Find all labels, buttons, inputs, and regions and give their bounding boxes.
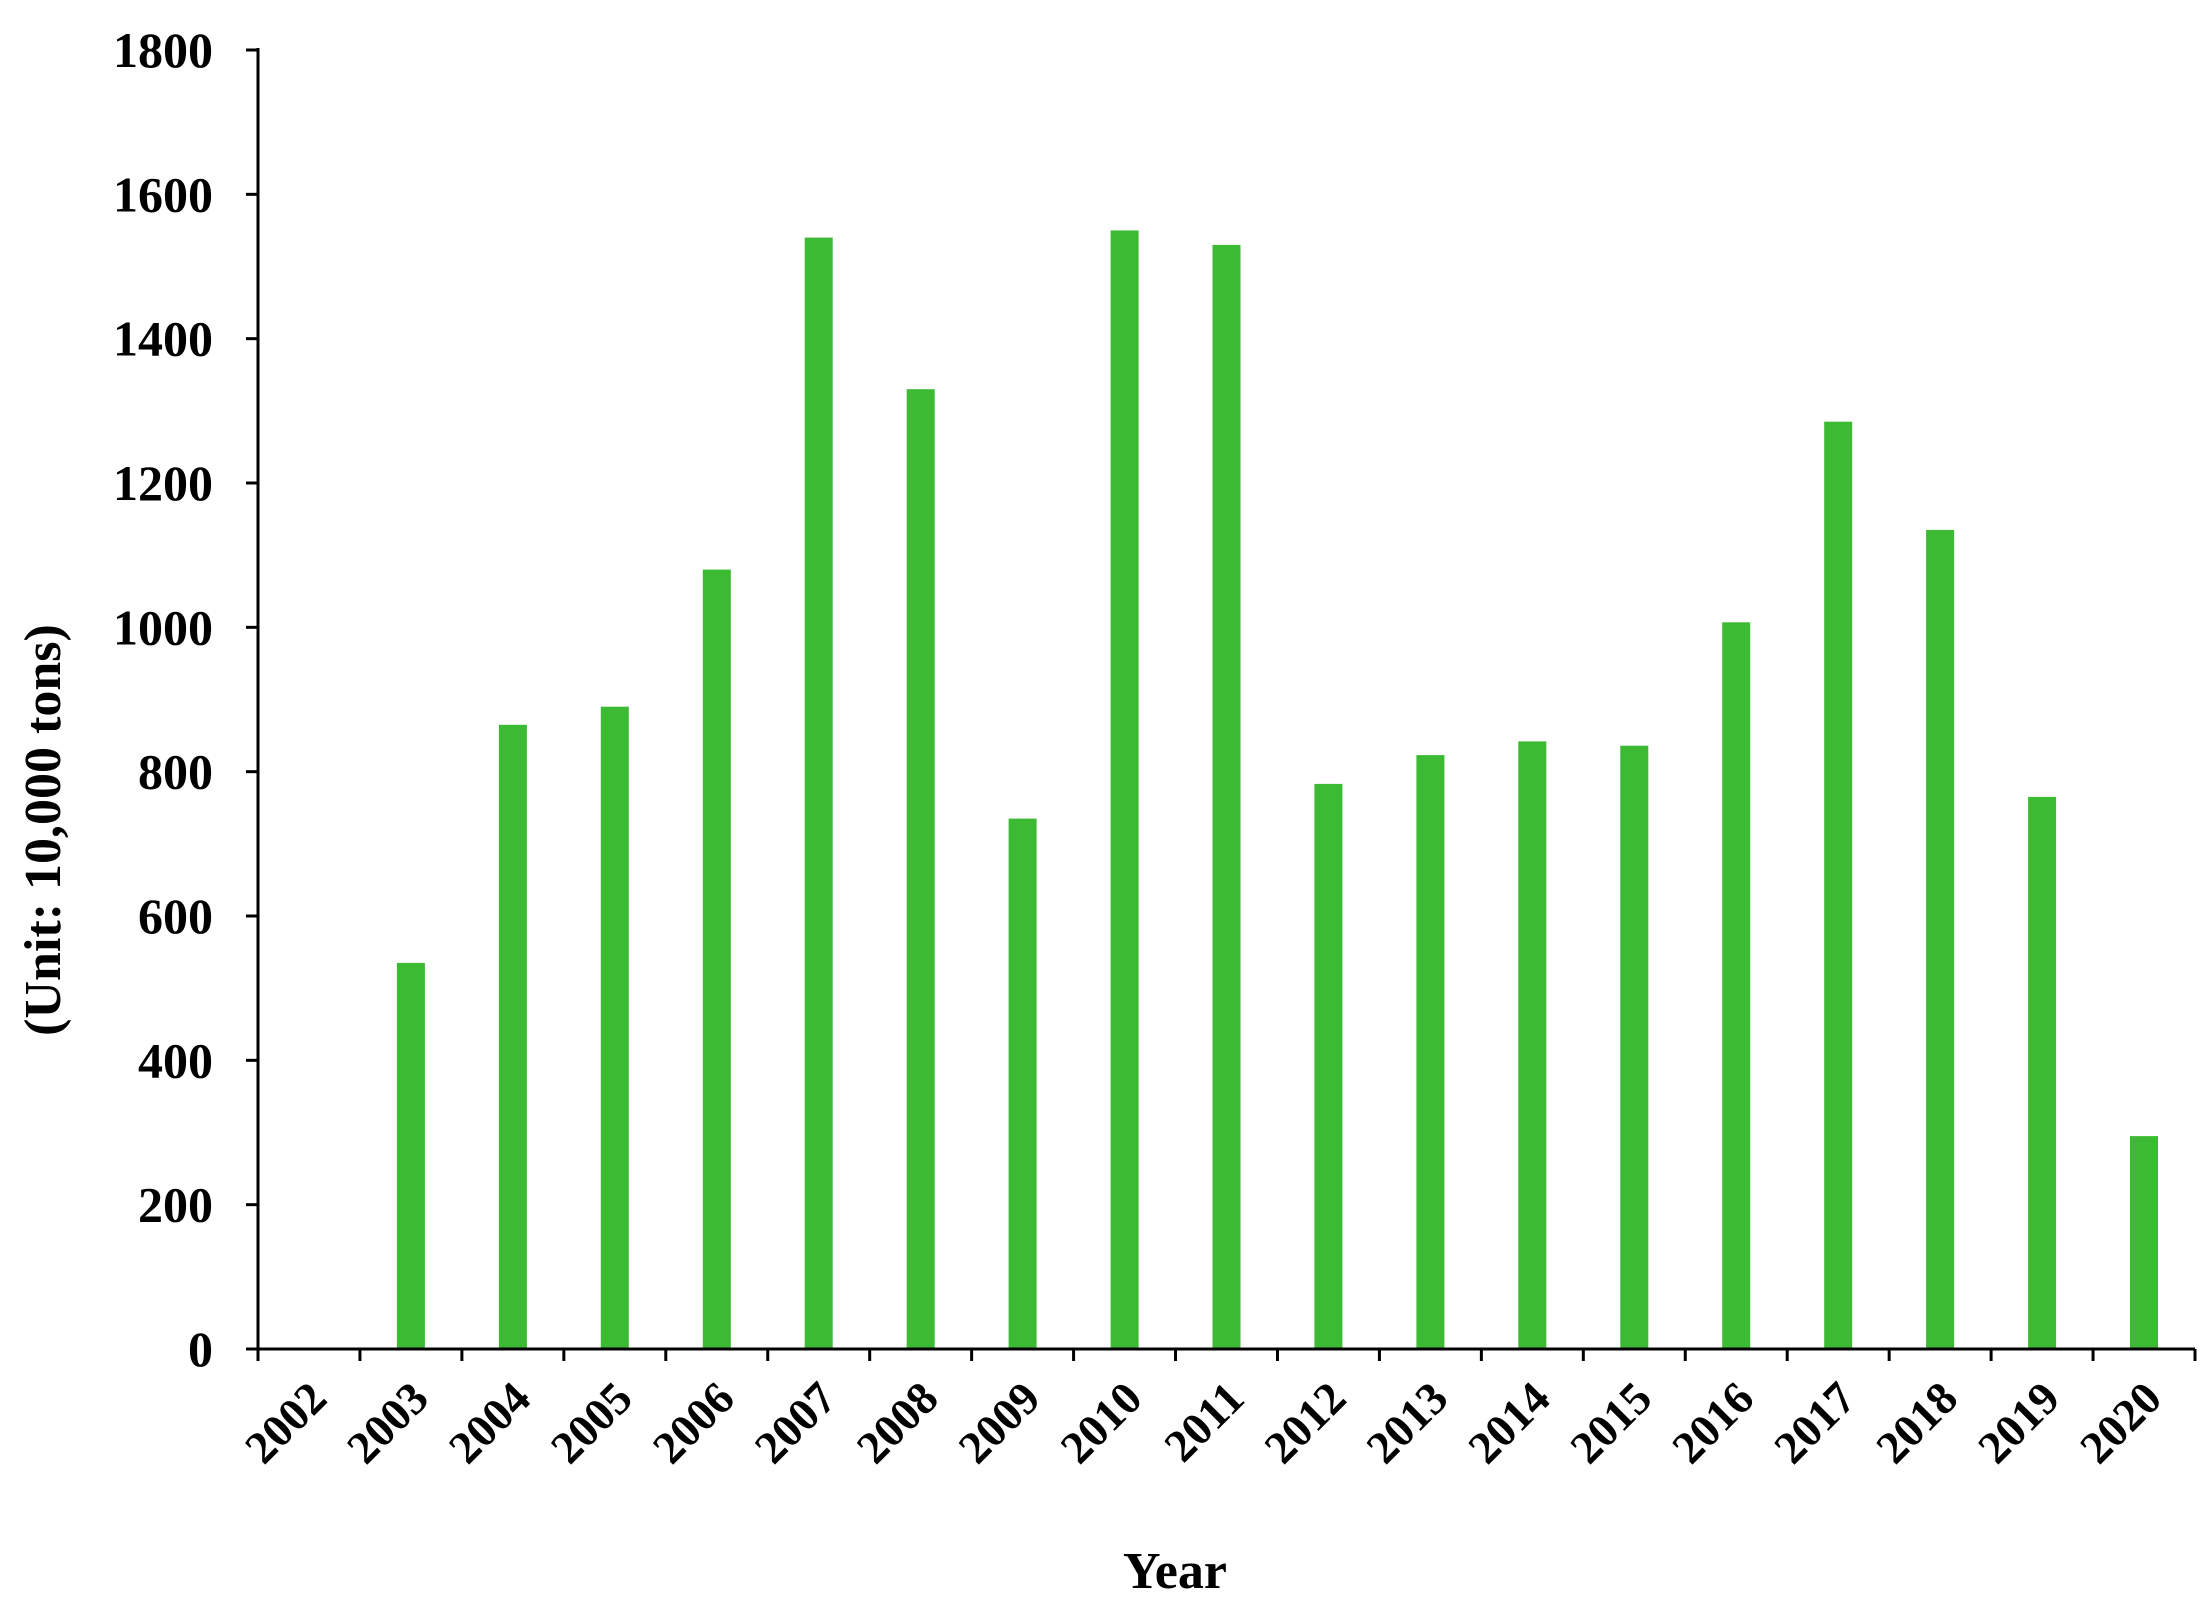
x-tick-label: 2016 [1662, 1372, 1763, 1473]
y-tick-label: 800 [138, 744, 213, 800]
x-tick-label: 2002 [235, 1372, 336, 1473]
axes-group [256, 48, 2195, 1351]
y-tick-label: 400 [138, 1032, 213, 1088]
bar-2014 [1518, 741, 1547, 1349]
x-tick-label: 2015 [1560, 1372, 1661, 1473]
x-tick-label: 2014 [1458, 1372, 1559, 1473]
bar-2006 [702, 569, 731, 1349]
bar-2015 [1620, 745, 1649, 1349]
bar-2010 [1110, 230, 1139, 1349]
x-tick-label: 2012 [1254, 1372, 1355, 1473]
y-tick-label: 1600 [113, 166, 213, 222]
bar-2004 [498, 724, 527, 1349]
y-tick-label: 1400 [113, 311, 213, 367]
bar-2007 [804, 237, 833, 1350]
x-tick-label: 2017 [1764, 1372, 1865, 1473]
x-tick-label: 2011 [1154, 1372, 1253, 1471]
bar-2009 [1008, 818, 1037, 1349]
bar-2012 [1314, 783, 1343, 1349]
x-axis-title: Year [1123, 1543, 1227, 1600]
bar-2017 [1824, 421, 1853, 1349]
x-tick-label: 2006 [643, 1372, 744, 1473]
bar-2016 [1722, 622, 1751, 1349]
y-tick-label: 1000 [113, 599, 213, 655]
bar-2005 [600, 706, 629, 1349]
x-tick-label: 2003 [337, 1372, 438, 1473]
y-axis-ticks: 0 200 400 600 800 1000 1200 1400 1600 1800 [113, 22, 258, 1377]
bar-2018 [1926, 529, 1955, 1349]
x-tick-label: 2018 [1866, 1372, 1967, 1473]
x-tick-label: 2009 [949, 1372, 1050, 1473]
y-tick-label: 200 [138, 1177, 213, 1233]
bar-2008 [906, 389, 935, 1349]
x-tick-label: 2020 [2070, 1372, 2171, 1473]
x-tick-label: 2004 [439, 1372, 540, 1473]
bar-2013 [1416, 755, 1445, 1349]
bars-group [396, 230, 2158, 1350]
bar-2003 [396, 962, 425, 1349]
x-axis-ticks: 2002 2003 2004 2005 2006 2007 2008 2009 2010 2011… [235, 1349, 2197, 1473]
x-tick-label: 2013 [1356, 1372, 1457, 1473]
y-tick-label: 0 [188, 1321, 213, 1377]
x-tick-label: 2007 [745, 1372, 846, 1473]
bar-2011 [1212, 244, 1241, 1349]
x-tick-label: 2019 [1968, 1372, 2069, 1473]
x-tick-label: 2008 [847, 1372, 948, 1473]
bar-2019 [2028, 796, 2057, 1349]
x-tick-label: 2005 [541, 1372, 642, 1473]
x-tick-label: 2010 [1051, 1372, 1152, 1473]
y-tick-label: 1200 [113, 455, 213, 511]
y-tick-label: 1800 [113, 22, 213, 78]
y-tick-label: 600 [138, 888, 213, 944]
bar-2020 [2130, 1136, 2158, 1349]
y-axis-title: (Unit: 10,000 tons) [15, 624, 72, 1036]
